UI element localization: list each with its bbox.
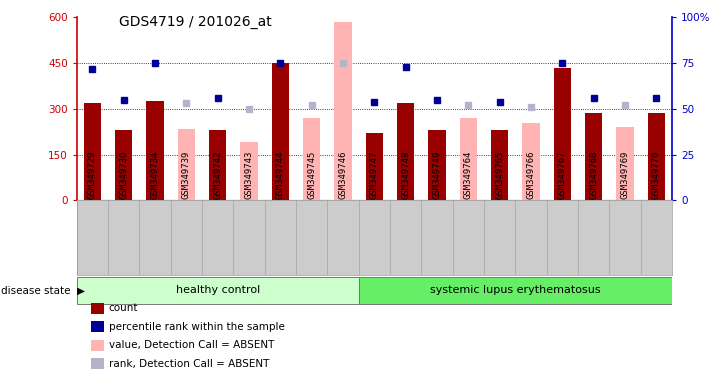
Bar (240, 142, 257, 200)
Bar (554, 68, 571, 200)
Bar (358, 277, 672, 304)
Text: count: count (109, 303, 138, 313)
Text: value, Detection Call = ABSENT: value, Detection Call = ABSENT (109, 340, 274, 350)
Bar (523, 122, 540, 200)
Text: systemic lupus erythematosus: systemic lupus erythematosus (430, 285, 601, 295)
Bar (334, 22, 352, 200)
Text: disease state  ▶: disease state ▶ (1, 285, 85, 295)
Bar (616, 127, 634, 200)
Bar (146, 101, 164, 200)
Bar (428, 130, 446, 200)
Bar (491, 130, 508, 200)
Bar (77, 277, 358, 304)
Bar (460, 118, 477, 200)
Bar (272, 63, 289, 200)
Bar (178, 129, 195, 200)
Bar (397, 103, 415, 200)
Text: GDS4719 / 201026_at: GDS4719 / 201026_at (119, 15, 272, 29)
Text: rank, Detection Call = ABSENT: rank, Detection Call = ABSENT (109, 359, 269, 369)
Text: percentile rank within the sample: percentile rank within the sample (109, 322, 284, 332)
Text: healthy control: healthy control (176, 285, 260, 295)
Bar (303, 118, 321, 200)
Bar (115, 130, 132, 200)
Bar (365, 133, 383, 200)
Bar (648, 113, 665, 200)
Bar (209, 130, 226, 200)
Bar (585, 113, 602, 200)
Bar (84, 103, 101, 200)
